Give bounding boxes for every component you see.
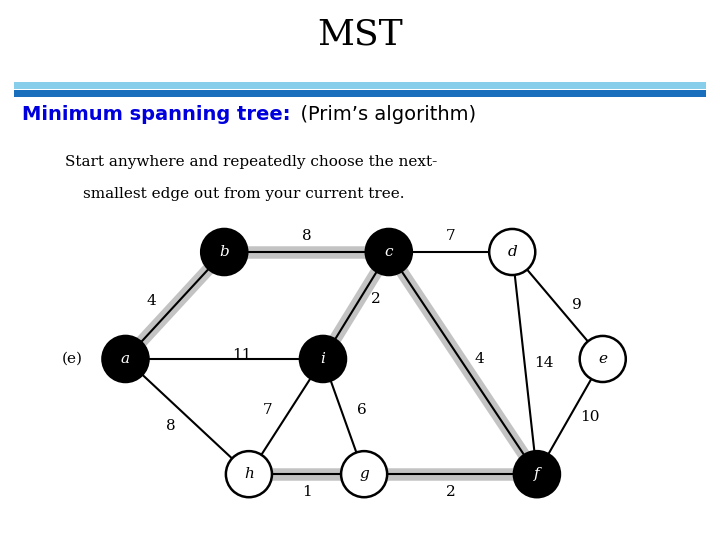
Circle shape (226, 451, 272, 497)
Text: 10: 10 (580, 409, 599, 423)
Text: 4: 4 (474, 352, 484, 366)
Circle shape (489, 229, 535, 275)
Text: 2: 2 (371, 292, 380, 306)
Text: f: f (534, 467, 540, 481)
Text: smallest edge out from your current tree.: smallest edge out from your current tree… (83, 187, 405, 201)
Text: 8: 8 (302, 228, 311, 242)
Circle shape (514, 451, 560, 497)
Text: 7: 7 (446, 228, 455, 242)
Text: 6: 6 (357, 403, 366, 417)
Circle shape (341, 451, 387, 497)
Text: 9: 9 (572, 299, 582, 313)
Text: c: c (384, 245, 393, 259)
Circle shape (366, 229, 412, 275)
Text: 4: 4 (147, 294, 157, 308)
Text: 11: 11 (233, 348, 252, 362)
Text: (Prim’s algorithm): (Prim’s algorithm) (288, 105, 476, 124)
Text: Start anywhere and repeatedly choose the next-: Start anywhere and repeatedly choose the… (65, 155, 437, 169)
Circle shape (201, 229, 247, 275)
Text: i: i (320, 352, 325, 366)
Text: 2: 2 (446, 485, 455, 500)
Text: e: e (598, 352, 607, 366)
Circle shape (580, 336, 626, 382)
Circle shape (102, 336, 148, 382)
Text: 1: 1 (302, 485, 311, 500)
Text: b: b (220, 245, 229, 259)
Text: 14: 14 (534, 356, 554, 370)
Text: a: a (121, 352, 130, 366)
Circle shape (300, 336, 346, 382)
Text: d: d (508, 245, 517, 259)
Text: g: g (359, 467, 369, 481)
Text: 8: 8 (166, 420, 176, 434)
Text: MST: MST (317, 18, 403, 51)
Text: (e): (e) (61, 352, 83, 366)
Text: 7: 7 (263, 403, 273, 417)
Text: h: h (244, 467, 254, 481)
Text: Minimum spanning tree:: Minimum spanning tree: (22, 105, 290, 124)
